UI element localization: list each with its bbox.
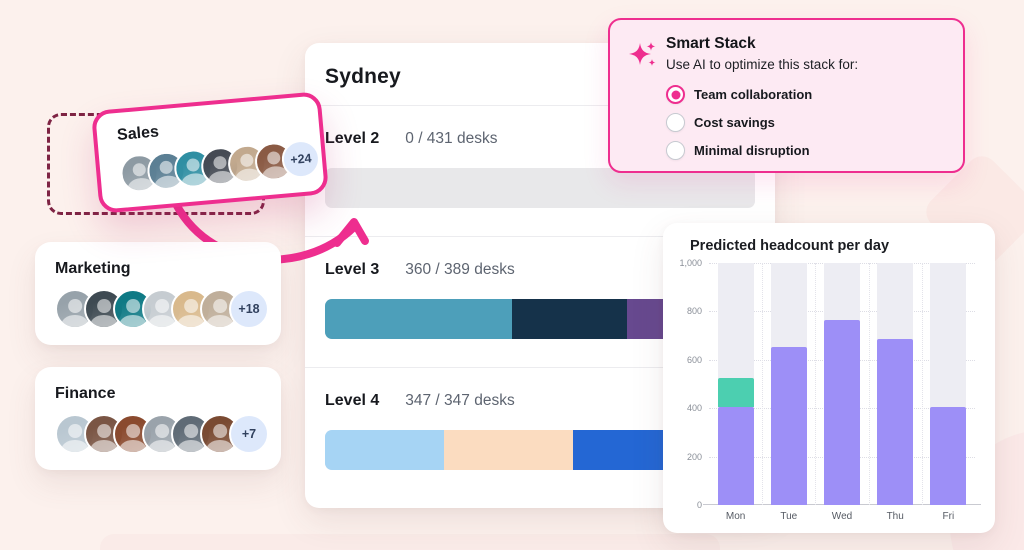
headcount-chart-card: Predicted headcount per day 0 200 400 600 80… — [663, 223, 995, 533]
x-axis-tick-label: Wed — [831, 511, 853, 522]
y-axis-tick-label: 200 — [686, 451, 702, 462]
more-members-badge: +18 — [229, 289, 269, 329]
column-separator — [868, 263, 870, 505]
level-occupancy: 347 / 347 desks — [405, 392, 515, 409]
background-band-decoration — [100, 534, 720, 550]
column-separator — [921, 263, 923, 505]
smart-stack-popup: Smart Stack Use AI to optimize this stac… — [608, 18, 965, 173]
radio-unselected-icon[interactable] — [666, 141, 685, 160]
avatar-stack: +24 — [118, 138, 322, 194]
column-separator — [815, 263, 817, 505]
radio-selected-icon[interactable] — [666, 85, 685, 104]
level-header: Level 4 347 / 347 desks — [325, 392, 755, 410]
bar-chart-plot: 0 200 400 600 800 1,000 Mon Tue Wed Thu Fri — [679, 258, 981, 522]
headcount-bar — [824, 319, 860, 505]
allocation-segment-2 — [512, 299, 628, 339]
team-name: Finance — [55, 385, 116, 402]
y-axis-tick-label: 600 — [686, 354, 702, 365]
level-section-level-2: Level 2 0 / 431 desks — [305, 106, 775, 237]
radio-option-cost-savings[interactable]: Cost savings — [666, 113, 858, 132]
level-occupancy: 360 / 389 desks — [405, 261, 515, 278]
more-members-badge: +7 — [229, 414, 269, 454]
y-axis-tick-label: 400 — [686, 403, 702, 414]
level-name: Level 2 — [325, 130, 380, 147]
building-title: Sydney — [325, 65, 401, 88]
radio-option-label: Cost savings — [694, 115, 775, 130]
allocation-segment-1 — [325, 299, 513, 339]
headcount-bar — [770, 346, 807, 505]
team-name: Marketing — [55, 260, 131, 277]
added-headcount-bar — [717, 377, 754, 407]
level-name: Level 3 — [325, 261, 380, 278]
x-axis-tick-label: Tue — [780, 511, 798, 522]
radio-option-group: Team collaboration Cost savings Minimal di… — [666, 85, 858, 160]
sparkles-icon — [610, 20, 666, 171]
level-header: Level 3 360 / 389 desks — [325, 261, 755, 279]
allocation-segment-2 — [444, 430, 574, 470]
radio-option-team-collaboration[interactable]: Team collaboration — [666, 85, 858, 104]
desk-allocation-bar — [325, 168, 755, 208]
y-axis-tick-label: 0 — [696, 500, 702, 510]
avatar-stack: +18 — [55, 289, 269, 329]
radio-option-minimal-disruption[interactable]: Minimal disruption — [666, 141, 858, 160]
x-axis-tick-label: Mon — [725, 511, 746, 522]
x-axis-tick-label: Fri — [942, 511, 955, 522]
level-name: Level 4 — [325, 392, 380, 409]
radio-unselected-icon[interactable] — [666, 113, 685, 132]
headcount-bar — [717, 407, 754, 505]
allocation-segment-1 — [325, 430, 445, 470]
radio-option-label: Minimal disruption — [694, 143, 810, 158]
popup-title: Smart Stack — [666, 35, 756, 52]
column-separator — [762, 263, 764, 505]
headcount-bar — [930, 407, 967, 505]
divider — [305, 105, 775, 106]
chart-title: Predicted headcount per day — [690, 238, 890, 254]
team-card-marketing[interactable]: Marketing +18 — [35, 242, 281, 345]
x-axis-tick-label: Thu — [886, 511, 904, 522]
team-name: Sales — [116, 123, 160, 144]
level-header: Level 2 0 / 431 desks — [325, 130, 755, 148]
team-card-finance[interactable]: Finance +7 — [35, 367, 281, 470]
level-occupancy: 0 / 431 desks — [405, 130, 498, 147]
team-card-sales[interactable]: Sales +24 — [90, 91, 330, 214]
y-axis-tick-label: 800 — [686, 306, 702, 317]
avatar-stack: +7 — [55, 414, 269, 454]
popup-subtitle: Use AI to optimize this stack for: — [666, 57, 859, 72]
headcount-bar — [877, 339, 914, 505]
radio-option-label: Team collaboration — [694, 87, 813, 102]
y-axis-tick-label: 1,000 — [679, 258, 702, 268]
